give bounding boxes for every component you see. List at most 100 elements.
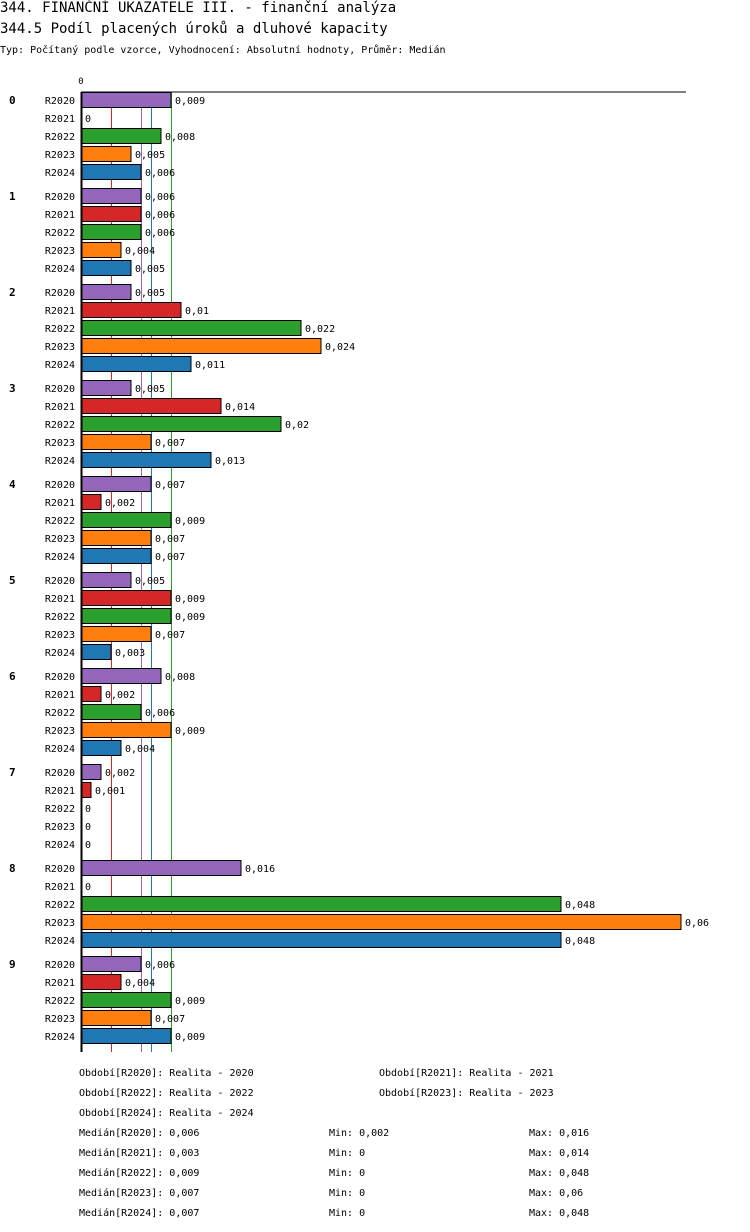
category-label: R2021 <box>45 882 75 893</box>
data-label: 0,048 <box>565 900 595 911</box>
bar <box>80 188 142 204</box>
bar <box>80 860 242 876</box>
category-label: R2024 <box>45 168 75 179</box>
category-label: R2020 <box>45 192 75 203</box>
category-label: R2022 <box>45 516 75 527</box>
legend-period-r2024: Období[R2024]: Realita - 2024 <box>79 1108 254 1119</box>
bar <box>80 92 172 108</box>
data-label: 0,006 <box>145 168 175 179</box>
category-label: R2022 <box>45 900 75 911</box>
chart-title: 344. FINANČNÍ UKAZATELE III. - finanční … <box>0 0 397 16</box>
max-r2024: Max: 0,048 <box>529 1208 590 1219</box>
category-label: R2024 <box>45 936 75 947</box>
min-r2022: Min: 0 <box>329 1168 366 1179</box>
data-label: 0,007 <box>155 438 185 449</box>
data-label: 0,006 <box>145 708 175 719</box>
data-label: 0,022 <box>305 324 335 335</box>
bar <box>80 224 142 240</box>
x-axis-zero-label: 0 <box>78 77 83 87</box>
bar <box>80 740 122 756</box>
bar <box>80 302 182 318</box>
category-label: R2023 <box>45 630 75 641</box>
group-label: 4 <box>9 478 16 491</box>
category-label: R2023 <box>45 1014 75 1025</box>
bar <box>80 284 132 300</box>
bar <box>80 260 132 276</box>
category-label: R2020 <box>45 288 75 299</box>
group-label: 9 <box>9 958 16 971</box>
category-label: R2021 <box>45 210 75 221</box>
category-label: R2023 <box>45 150 75 161</box>
bar <box>80 896 562 912</box>
data-label: 0,008 <box>165 672 195 683</box>
data-label: 0,024 <box>325 342 355 353</box>
data-label: 0,009 <box>175 996 205 1007</box>
data-label: 0,007 <box>155 630 185 641</box>
legend-period-r2021: Období[R2021]: Realita - 2021 <box>379 1068 554 1079</box>
category-label: R2024 <box>45 648 75 659</box>
data-label: 0 <box>85 804 91 815</box>
max-r2020: Max: 0,016 <box>529 1128 590 1139</box>
bar <box>80 914 682 930</box>
bar <box>80 128 162 144</box>
category-label: R2024 <box>45 840 75 851</box>
bar <box>80 512 172 528</box>
category-label: R2020 <box>45 768 75 779</box>
category-label: R2022 <box>45 804 75 815</box>
category-label: R2022 <box>45 420 75 431</box>
category-label: R2020 <box>45 384 75 395</box>
bar <box>80 164 142 180</box>
chart-subtitle: 344.5 Podíl placených úroků a dluhové ka… <box>0 21 388 37</box>
category-label: R2023 <box>45 342 75 353</box>
category-label: R2023 <box>45 918 75 929</box>
data-label: 0 <box>85 882 91 893</box>
data-label: 0,006 <box>145 228 175 239</box>
data-label: 0,004 <box>125 978 155 989</box>
category-label: R2022 <box>45 708 75 719</box>
data-label: 0,008 <box>165 132 195 143</box>
bar <box>80 932 562 948</box>
category-label: R2024 <box>45 264 75 275</box>
category-label: R2022 <box>45 612 75 623</box>
bar <box>80 764 102 780</box>
max-r2023: Max: 0,06 <box>529 1188 584 1199</box>
bar <box>80 476 152 492</box>
bar <box>80 1010 152 1026</box>
bar <box>80 398 222 414</box>
bar <box>80 548 152 564</box>
data-label: 0,06 <box>685 918 709 929</box>
bar <box>80 338 322 354</box>
data-label: 0,009 <box>175 516 205 527</box>
chart-type-line: Typ: Počítaný podle vzorce, Vyhodnocení:… <box>0 45 446 56</box>
min-r2021: Min: 0 <box>329 1148 366 1159</box>
max-r2021: Max: 0,014 <box>529 1148 590 1159</box>
data-label: 0,006 <box>145 192 175 203</box>
bar <box>80 1028 172 1044</box>
bar <box>80 722 172 738</box>
bar <box>80 452 212 468</box>
data-label: 0,005 <box>135 576 165 587</box>
median-r2023: Medián[R2023]: 0,007 <box>79 1188 200 1199</box>
group-label: 6 <box>9 670 16 683</box>
category-label: R2024 <box>45 552 75 563</box>
category-label: R2022 <box>45 132 75 143</box>
data-label: 0,007 <box>155 1014 185 1025</box>
group-label: 0 <box>9 94 16 107</box>
bar <box>80 380 132 396</box>
bar <box>80 494 102 510</box>
data-label: 0 <box>85 822 91 833</box>
category-label: R2023 <box>45 726 75 737</box>
data-label: 0,007 <box>155 534 185 545</box>
data-label: 0,005 <box>135 264 165 275</box>
category-label: R2022 <box>45 228 75 239</box>
data-label: 0,009 <box>175 726 205 737</box>
min-r2023: Min: 0 <box>329 1188 366 1199</box>
data-label: 0,002 <box>105 690 135 701</box>
category-label: R2023 <box>45 246 75 257</box>
category-label: R2023 <box>45 438 75 449</box>
data-label: 0 <box>85 114 91 125</box>
category-label: R2020 <box>45 96 75 107</box>
category-label: R2021 <box>45 402 75 413</box>
bar <box>80 644 112 660</box>
